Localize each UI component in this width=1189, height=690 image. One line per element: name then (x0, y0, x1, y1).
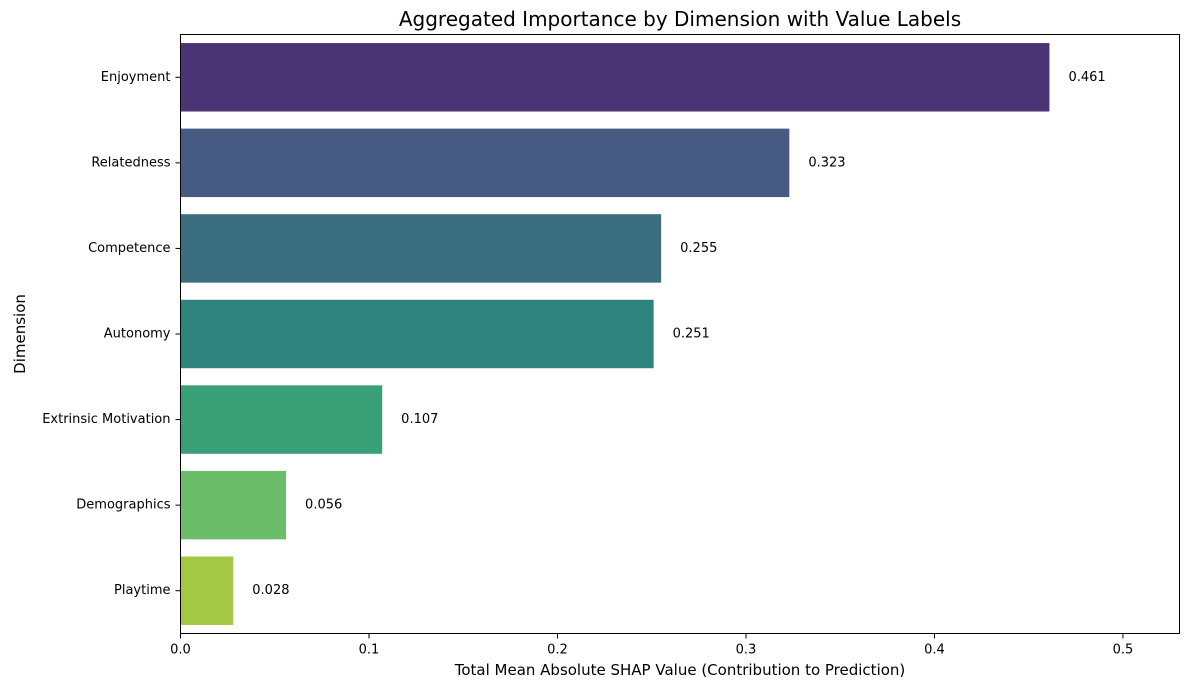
y-axis-label: Dimension (11, 294, 29, 374)
y-tick-label: Extrinsic Motivation (42, 412, 170, 427)
y-axis-ticks: Enjoyment Relatedness Competence Autonomy Ex… (42, 70, 181, 598)
y-tick-label: Competence (88, 241, 170, 256)
x-axis-ticks: 0.0 0.1 0.2 0.3 0.4 0.5 (170, 633, 1134, 658)
bar-autonomy (180, 299, 654, 369)
value-label: 0.323 (808, 155, 845, 170)
bar-competence (180, 214, 662, 283)
value-label: 0.056 (305, 498, 342, 513)
chart-title: Aggregated Importance by Dimension with … (399, 7, 961, 31)
value-label: 0.255 (680, 241, 717, 256)
x-tick-label: 0.3 (736, 643, 757, 658)
value-label: 0.028 (252, 583, 289, 598)
bar-demographics (180, 470, 287, 540)
bar-extrinsic-motivation (180, 385, 383, 454)
y-tick-label: Enjoyment (101, 70, 171, 85)
plot-frame (180, 34, 1180, 634)
x-tick-label: 0.4 (924, 643, 945, 658)
x-tick-label: 0.1 (359, 643, 380, 658)
value-label: 0.461 (1068, 70, 1105, 85)
y-tick-label: Demographics (76, 498, 170, 513)
bar-relatedness (180, 128, 790, 198)
bar-playtime (180, 556, 234, 625)
x-tick-label: 0.5 (1113, 643, 1134, 658)
x-tick-label: 0.2 (547, 643, 568, 658)
y-tick-label: Autonomy (104, 327, 171, 342)
bar-enjoyment (180, 43, 1050, 112)
x-axis-label: Total Mean Absolute SHAP Value (Contribu… (454, 661, 906, 679)
value-label: 0.251 (673, 327, 710, 342)
value-labels-layer: 0.461 0.323 0.255 0.251 0.107 0.056 0.028 (252, 70, 1105, 598)
y-tick-label: Relatedness (91, 155, 170, 170)
bars-layer (180, 43, 1050, 625)
x-tick-label: 0.0 (170, 643, 191, 658)
value-label: 0.107 (401, 412, 438, 427)
y-tick-label: Playtime (114, 583, 170, 598)
